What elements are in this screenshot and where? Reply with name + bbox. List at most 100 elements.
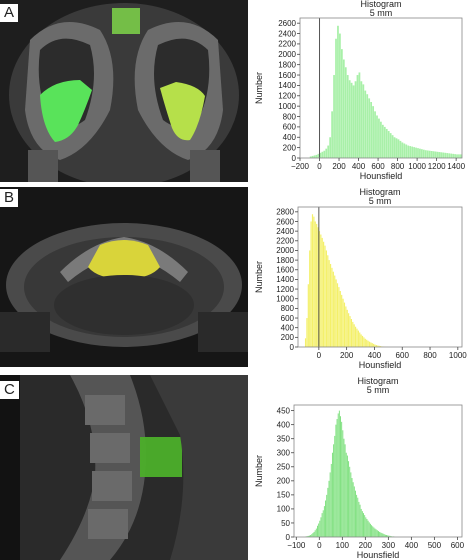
- histogram-bar: [357, 497, 359, 537]
- histogram-bar: [448, 153, 451, 158]
- histogram-bar: [390, 536, 392, 537]
- histogram-bar: [371, 343, 373, 347]
- histogram-bar: [331, 267, 333, 347]
- histogram-bar: [307, 535, 309, 537]
- histogram-bar: [452, 153, 454, 158]
- x-tick-label: 200: [359, 541, 373, 550]
- histogram-bar: [320, 517, 322, 537]
- histogram-bar: [380, 532, 382, 537]
- histogram-bar: [318, 231, 321, 347]
- panel-label: C: [0, 381, 19, 399]
- histogram-bar: [342, 59, 345, 159]
- histogram-bar: [393, 137, 396, 158]
- histogram-bar: [354, 326, 357, 347]
- y-tick-label: 0: [286, 533, 291, 542]
- histogram-bar: [338, 287, 340, 347]
- y-tick-label: 2800: [276, 208, 294, 217]
- histogram-bar: [424, 150, 427, 158]
- histogram-bar: [344, 67, 347, 158]
- histogram-bar: [306, 318, 308, 347]
- histogram-bar: [351, 478, 353, 537]
- histogram-bar: [348, 461, 350, 537]
- histogram-bar: [336, 419, 338, 537]
- y-tick-label: 150: [277, 491, 291, 500]
- x-tick-label: 300: [382, 541, 396, 550]
- x-tick-label: 200: [332, 162, 346, 171]
- y-tick-label: 2400: [278, 29, 296, 38]
- histogram-a: Histogram 5 mm 0 200 400 600 800 1000 1200 1400 16…: [250, 0, 474, 182]
- histogram-bar: [419, 148, 421, 158]
- x-axis-label: Hounsfield: [357, 550, 400, 560]
- histogram-bar: [352, 321, 354, 347]
- histogram-bar: [376, 115, 378, 158]
- y-tick-label: 400: [277, 420, 291, 429]
- histogram-bar: [340, 49, 343, 158]
- histogram-bar: [309, 156, 312, 158]
- histogram-bar: [339, 291, 341, 347]
- histogram-bar: [460, 154, 462, 158]
- x-axis-label: Hounsfield: [359, 360, 402, 370]
- histogram-bar: [330, 463, 332, 537]
- histogram-bar: [357, 330, 359, 347]
- histogram-bar: [438, 152, 441, 158]
- histogram-bar: [373, 343, 375, 347]
- histogram-bar: [385, 128, 388, 158]
- histogram-bar: [318, 523, 320, 537]
- histogram-bar: [316, 223, 318, 347]
- histogram-bar: [329, 472, 331, 537]
- histogram-bar: [317, 227, 319, 347]
- histogram-bar: [310, 221, 312, 347]
- histogram-bar: [346, 75, 349, 158]
- histogram-bar: [366, 519, 368, 537]
- histogram-bar: [373, 527, 375, 537]
- plot-frame: [297, 206, 463, 348]
- y-tick-label: 800: [281, 304, 295, 313]
- y-axis-label: Number: [254, 72, 264, 104]
- histogram-bar: [430, 151, 433, 158]
- histogram-bar: [344, 444, 346, 537]
- histogram-bar: [426, 150, 429, 158]
- histogram-bar: [399, 140, 402, 158]
- histogram-bar: [327, 145, 330, 158]
- histogram-bar: [340, 416, 341, 537]
- x-tick-label: 400: [352, 162, 366, 171]
- histogram-bar: [391, 135, 394, 158]
- y-tick-label: 2200: [278, 40, 296, 49]
- histogram-bar: [411, 146, 414, 158]
- histogram-bar: [327, 487, 329, 537]
- histogram-bar: [348, 313, 350, 347]
- histogram-bar: [356, 328, 358, 347]
- x-tick-label: 1000: [408, 162, 426, 171]
- panel-a: A Histogram 5 mm 0 200 400 600 800 1000 1200 1400…: [0, 0, 474, 182]
- y-tick-label: 800: [283, 112, 297, 121]
- histogram-bar: [335, 424, 337, 537]
- y-tick-label: 2600: [278, 19, 296, 28]
- histogram-bar: [370, 342, 372, 347]
- y-tick-label: 1200: [276, 285, 294, 294]
- chart-subtitle: 5 mm: [369, 196, 392, 206]
- y-tick-label: 50: [281, 519, 290, 528]
- chart-subtitle: 5 mm: [367, 385, 390, 395]
- histogram-bar: [444, 152, 447, 158]
- plot-frame: [299, 17, 463, 159]
- y-tick-label: 1000: [278, 102, 296, 111]
- histogram-bar: [458, 154, 460, 158]
- histogram-bar: [395, 138, 398, 158]
- histogram-bar: [377, 345, 379, 347]
- histogram-bar: [313, 531, 315, 537]
- histogram-bar: [360, 334, 362, 347]
- histogram-bar: [312, 533, 314, 537]
- histogram-bar: [358, 501, 360, 537]
- histogram-bar: [310, 535, 312, 537]
- x-tick-label: 1000: [449, 351, 467, 360]
- x-tick-label: 600: [396, 351, 410, 360]
- histogram-bar: [374, 344, 376, 347]
- x-tick-label: 0: [317, 162, 322, 171]
- histogram-bar: [409, 146, 412, 158]
- histogram-bar: [353, 324, 355, 347]
- y-tick-label: 1400: [276, 275, 294, 284]
- histogram-bar: [383, 534, 385, 537]
- x-tick-label: −100: [287, 541, 306, 550]
- bars: [305, 410, 396, 537]
- histogram-b: Histogram 5 mm 0 200 400 600 800 1000 1200 1400 16…: [250, 187, 474, 370]
